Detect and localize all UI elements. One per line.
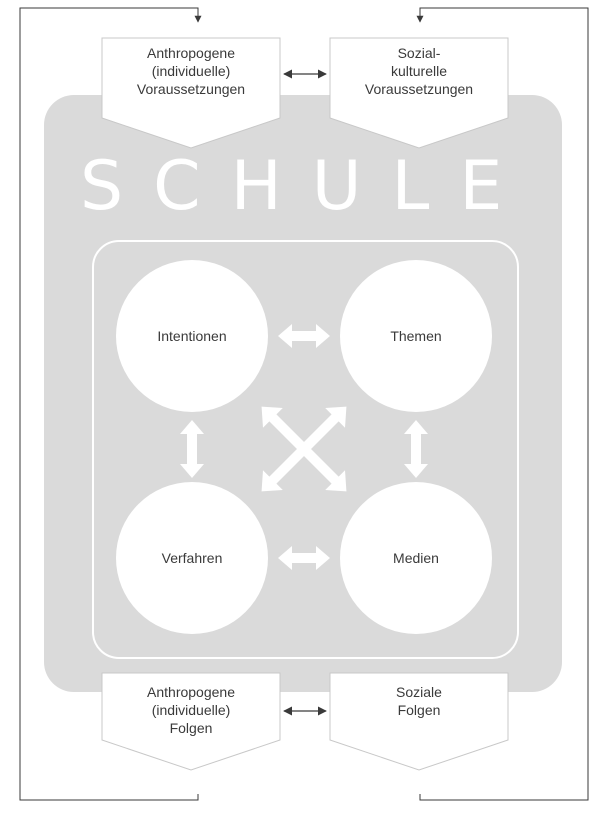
title-schule: SCHULE (80, 147, 533, 226)
label-themen: Themen (390, 328, 442, 344)
circle-intentionen (116, 260, 268, 412)
label-input-left: Anthropogene (individuelle) Voraussetzun… (136, 45, 246, 97)
label-medien: Medien (393, 550, 439, 566)
block-arrow-bottom (278, 546, 330, 570)
circle-verfahren (116, 482, 268, 634)
label-intentionen: Intentionen (157, 328, 227, 344)
label-input-right: Sozial- kulturelle Voraussetzungen (364, 45, 474, 97)
label-output-right: Soziale Folgen (396, 684, 442, 718)
input-chevron-right (329, 37, 509, 149)
input-chevron-left (101, 37, 281, 149)
circle-medien (340, 482, 492, 634)
block-arrow-top (278, 324, 330, 348)
feedback-line-right (416, 7, 589, 801)
output-chevron-left (101, 672, 281, 771)
label-verfahren: Verfahren (161, 550, 223, 566)
feedback-line-left (19, 7, 202, 801)
block-arrow-cross (261, 406, 347, 492)
output-chevron-right (329, 672, 509, 771)
circle-themen (340, 260, 492, 412)
label-output-left: Anthropogene (individuelle) Folgen (147, 684, 235, 736)
block-arrow-right (404, 420, 428, 478)
block-arrow-left (180, 420, 204, 478)
